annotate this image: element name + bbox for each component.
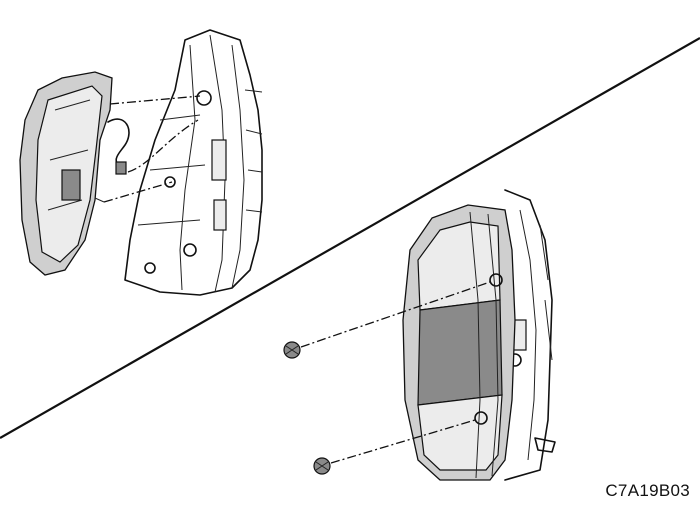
tail-lamp-installed [402, 204, 516, 481]
alignment-line-bottom [103, 181, 173, 203]
upper-view [19, 29, 263, 296]
mounting-screw-lower [313, 457, 331, 475]
mounting-screw-upper [283, 341, 301, 359]
panel-divider-line [0, 37, 700, 439]
screw-alignment-line-lower [330, 419, 476, 464]
lower-view [283, 189, 556, 481]
tail-lamp-assembly [19, 71, 130, 276]
screw-alignment-line-upper [300, 281, 491, 348]
alignment-line-middle [127, 119, 199, 173]
body-pillar [124, 29, 263, 296]
figure-reference-code: C7A19B03 [605, 481, 690, 500]
alignment-line-top [109, 95, 201, 105]
body-pillar-rear [504, 189, 556, 481]
